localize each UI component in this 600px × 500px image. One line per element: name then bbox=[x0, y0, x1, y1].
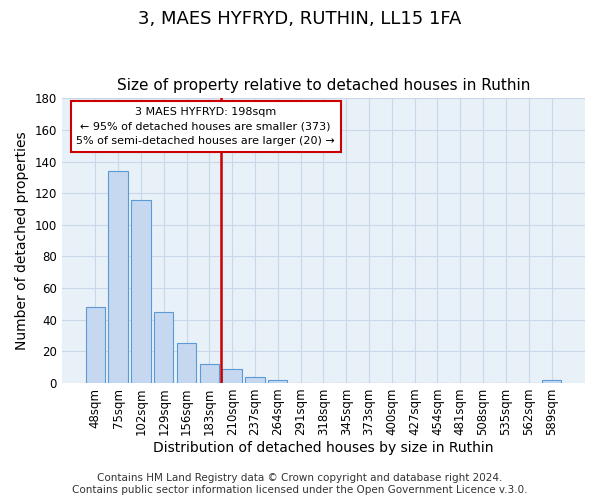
Bar bbox=[154, 312, 173, 383]
Bar bbox=[109, 171, 128, 383]
X-axis label: Distribution of detached houses by size in Ruthin: Distribution of detached houses by size … bbox=[153, 441, 494, 455]
Bar bbox=[86, 307, 105, 383]
Text: Contains HM Land Registry data © Crown copyright and database right 2024.
Contai: Contains HM Land Registry data © Crown c… bbox=[72, 474, 528, 495]
Bar bbox=[245, 376, 265, 383]
Bar bbox=[200, 364, 219, 383]
Text: 3 MAES HYFRYD: 198sqm
← 95% of detached houses are smaller (373)
5% of semi-deta: 3 MAES HYFRYD: 198sqm ← 95% of detached … bbox=[76, 107, 335, 146]
Bar bbox=[131, 200, 151, 383]
Bar bbox=[177, 344, 196, 383]
Title: Size of property relative to detached houses in Ruthin: Size of property relative to detached ho… bbox=[117, 78, 530, 93]
Bar bbox=[268, 380, 287, 383]
Y-axis label: Number of detached properties: Number of detached properties bbox=[15, 132, 29, 350]
Bar bbox=[223, 368, 242, 383]
Bar bbox=[542, 380, 561, 383]
Text: 3, MAES HYFRYD, RUTHIN, LL15 1FA: 3, MAES HYFRYD, RUTHIN, LL15 1FA bbox=[139, 10, 461, 28]
